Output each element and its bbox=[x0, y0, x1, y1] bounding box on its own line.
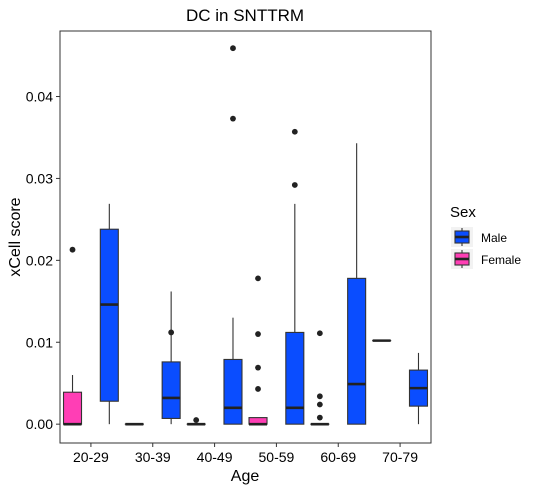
outlier-point bbox=[255, 275, 261, 282]
legend-label: Female bbox=[481, 253, 521, 267]
outlier-point bbox=[255, 331, 261, 337]
box-male-30-39 bbox=[161, 291, 181, 425]
x-tick-label: 30-39 bbox=[135, 449, 171, 465]
legend-label: Male bbox=[481, 231, 507, 245]
box-body bbox=[99, 228, 119, 402]
y-tick-label: 0.00 bbox=[26, 416, 53, 432]
box-body bbox=[347, 277, 367, 425]
outlier-point bbox=[316, 393, 323, 400]
legend-item-male: Male bbox=[451, 227, 507, 247]
plot-panel bbox=[59, 30, 432, 444]
box-body bbox=[285, 331, 305, 425]
box-male-70-79 bbox=[408, 352, 429, 425]
y-tick-label: 0.04 bbox=[26, 89, 53, 105]
y-tick-label: 0.02 bbox=[26, 252, 53, 268]
legend-item-female: Female bbox=[451, 249, 521, 269]
outlier-point bbox=[69, 246, 76, 253]
outlier-point bbox=[168, 329, 175, 336]
outlier-point bbox=[255, 364, 261, 371]
x-tick-label: 60-69 bbox=[320, 449, 356, 465]
box-body bbox=[223, 358, 243, 425]
box-body bbox=[62, 391, 83, 425]
outlier-point bbox=[230, 45, 236, 52]
boxplot-series bbox=[62, 45, 429, 426]
box-male-40-49 bbox=[223, 45, 243, 425]
x-tick-label: 20-29 bbox=[73, 449, 109, 465]
legend-title: Sex bbox=[450, 204, 476, 221]
y-axis: 0.00 0.01 0.02 0.03 0.04 bbox=[26, 89, 60, 432]
outlier-point bbox=[316, 414, 323, 421]
box-male-20-29 bbox=[99, 203, 119, 425]
x-axis-label: Age bbox=[231, 468, 260, 485]
chart-title: DC in SNTTRM bbox=[186, 6, 304, 25]
y-tick-label: 0.03 bbox=[26, 170, 53, 186]
outlier-point bbox=[230, 115, 236, 122]
box-female-50-59 bbox=[248, 275, 268, 426]
x-tick-label: 70-79 bbox=[382, 449, 418, 465]
x-axis: 20-29 30-39 40-49 50-59 60-69 70-79 bbox=[73, 443, 418, 465]
y-tick-label: 0.01 bbox=[26, 334, 53, 350]
x-tick-label: 50-59 bbox=[259, 449, 295, 465]
y-axis-label: xCell score bbox=[7, 197, 24, 276]
x-tick-label: 40-49 bbox=[197, 449, 233, 465]
outlier-point bbox=[316, 330, 323, 337]
box-female-20-29 bbox=[62, 246, 83, 426]
outlier-point bbox=[291, 128, 298, 135]
box-female-60-69 bbox=[310, 330, 330, 426]
box-body bbox=[161, 361, 181, 419]
outlier-point bbox=[255, 386, 261, 392]
outlier-point bbox=[193, 417, 200, 423]
box-male-50-59 bbox=[285, 128, 305, 425]
box-female-40-49 bbox=[186, 417, 206, 426]
outlier-point bbox=[316, 401, 323, 408]
box-male-60-69 bbox=[347, 143, 367, 425]
legend: Sex Male Female bbox=[450, 204, 521, 269]
outlier-point bbox=[291, 182, 298, 188]
